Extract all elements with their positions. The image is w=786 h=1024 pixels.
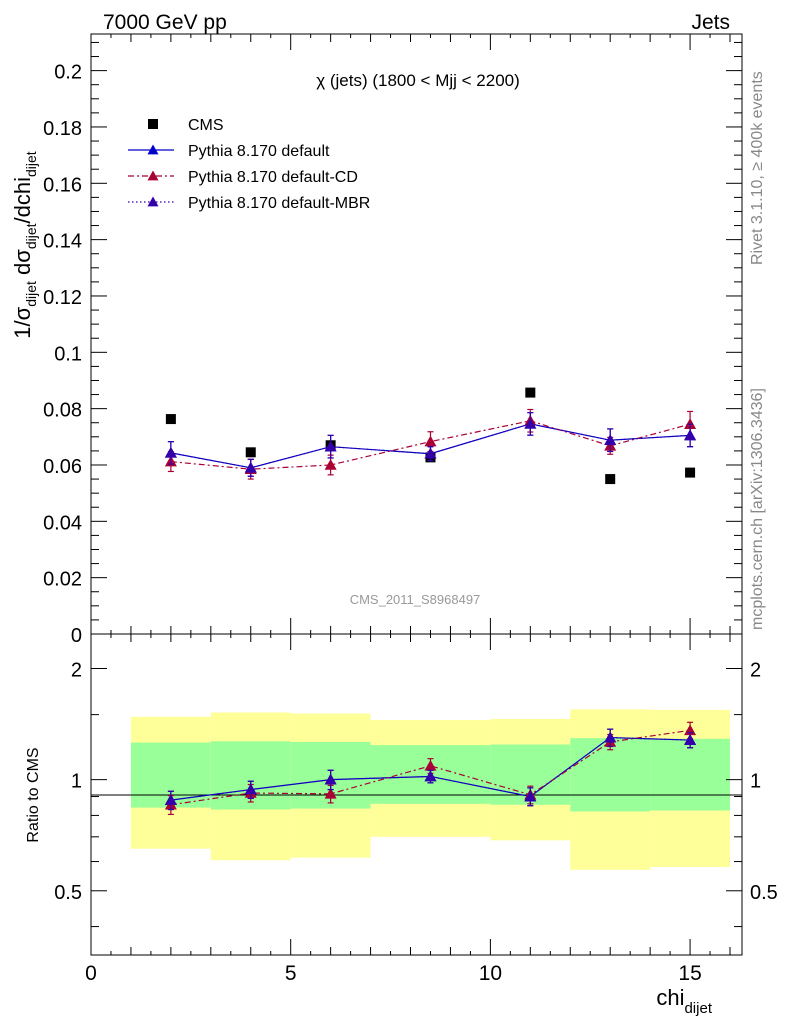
main-point-pythia-8-170-default-mbr (524, 417, 537, 429)
energy-label: 7000 GeV pp (103, 11, 227, 34)
legend-label: Pythia 8.170 default (188, 143, 330, 160)
x-tick-label: 0 (85, 962, 97, 985)
legend-label: Pythia 8.170 default-MBR (188, 195, 370, 212)
ratio-point-pythia-8-170-default-mbr (244, 783, 257, 795)
main-point-pythia-8-170-default-mbr (424, 447, 437, 459)
analysis-label: CMS_2011_S8968497 (350, 592, 481, 607)
main-point-cms (605, 474, 616, 485)
ratio-point-pythia-8-170-default-mbr (164, 794, 177, 805)
y-tick-label-main: 0.2 (54, 62, 82, 84)
main-point-pythia-8-170-default-mbr (164, 446, 177, 458)
y-tick-label-main: 0.18 (43, 118, 82, 140)
ratio-point-pythia-8-170-default-cd (324, 787, 337, 799)
main-point-pythia-8-170-default-cd (424, 435, 437, 447)
y-tick-label-main: 0.16 (43, 174, 82, 196)
legend-label: CMS (188, 117, 224, 134)
legend-marker (147, 144, 159, 155)
ratio-point-pythia-8-170-default-cd (424, 759, 437, 771)
x-axis-label: chidijet (656, 985, 712, 1017)
main-point-pythia-8-170-default-mbr (604, 434, 617, 445)
legend-label: Pythia 8.170 default-CD (188, 169, 358, 186)
y-tick-label-ratio: 2 (71, 659, 82, 681)
y-tick-label-main: 0.14 (43, 231, 82, 253)
svg-text:1/σdijet dσdijet/dchidijet: 1/σdijet dσdijet/dchidijet (10, 151, 39, 339)
x-tick-label: 10 (479, 962, 502, 985)
main-point-cms (165, 414, 176, 425)
uncertainty-band-inner (570, 738, 651, 812)
y-tick-label-ratio: 1 (71, 771, 82, 793)
ratio-panel: 0 5 10 15 0.5 0.5 1 1 2 2 Ratio to CMS chidijet (25, 633, 778, 1017)
main-point-pythia-8-170-default-mbr (244, 461, 257, 473)
main-panel: 00.020.040.060.080.10.120.140.160.180.2 … (10, 33, 743, 647)
y-tick-label-main: 0 (71, 625, 82, 647)
y-tick-label-main: 0.08 (43, 400, 82, 422)
process-label: Jets (691, 11, 730, 34)
ratio-point-pythia-8-170-default-mbr (684, 734, 697, 745)
legend-marker (147, 170, 159, 181)
chart-title: χ (jets) (1800 < Mjj < 2200) (316, 71, 520, 90)
y-tick-label-ratio-right: 2 (750, 659, 761, 681)
y-tick-label-ratio-right: 0.5 (750, 882, 778, 904)
main-point-pythia-8-170-default-cd (324, 458, 337, 470)
y-tick-label-main: 0.06 (43, 456, 82, 478)
ratio-y-axis-label: Ratio to CMS (25, 747, 42, 842)
ratio-frame (90, 633, 743, 956)
main-point-cms (685, 467, 696, 478)
y-tick-label-main: 0.12 (43, 287, 82, 309)
y-tick-label-main: 0.04 (43, 512, 82, 534)
x-tick-label: 5 (285, 962, 297, 985)
ratio-point-pythia-8-170-default-mbr (604, 731, 617, 743)
legend-marker (147, 196, 159, 207)
main-y-axis-label: 1/σdijet dσdijet/dchidijet (10, 151, 39, 339)
ratio-point-pythia-8-170-default-mbr (324, 773, 337, 785)
ratio-point-pythia-8-170-default-mbr (524, 790, 537, 802)
main-point-pythia-8-170-default-mbr (684, 429, 697, 441)
x-tick-label: 15 (678, 962, 701, 985)
svg-text:chidijet: chidijet (656, 985, 712, 1017)
uncertainty-band-inner (650, 738, 731, 811)
y-tick-label-ratio-right: 1 (750, 771, 761, 793)
y-tick-label-main: 0.1 (54, 343, 82, 365)
main-point-cms (245, 447, 256, 458)
mcplots-label: mcplots.cern.ch [arXiv:1306.3436] (749, 388, 766, 630)
ratio-point-pythia-8-170-default-mbr (424, 770, 437, 782)
y-tick-label-ratio: 0.5 (54, 882, 82, 904)
rivet-label: Rivet 3.1.10, ≥ 400k events (749, 71, 766, 265)
main-point-cms (525, 387, 536, 398)
legend: CMS Pythia 8.170 default Pythia 8.170 defa… (128, 117, 370, 212)
legend-marker-cms (148, 119, 158, 129)
main-point-pythia-8-170-default-mbr (324, 440, 337, 452)
y-tick-label-main: 0.02 (43, 569, 82, 591)
